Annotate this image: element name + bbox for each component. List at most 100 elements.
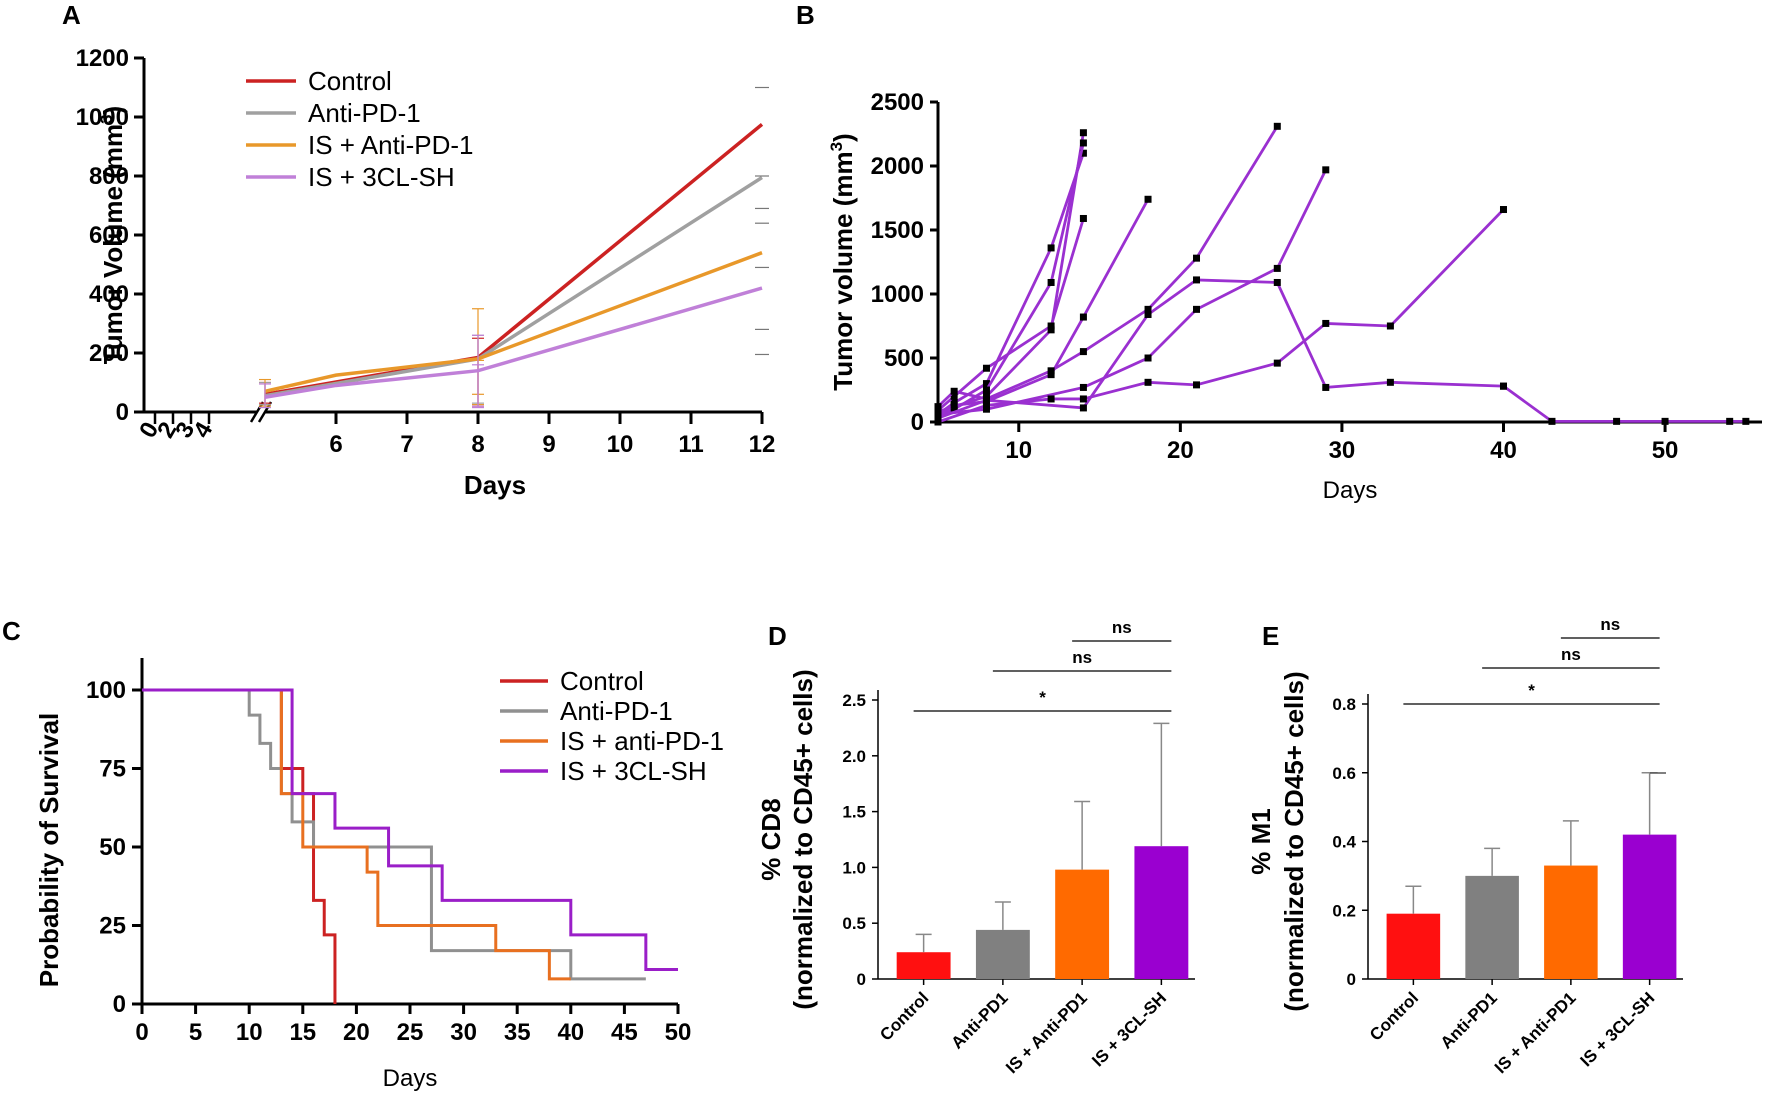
data-point-marker [934, 403, 942, 411]
y-axis-label-text: Tumor volume (mm [828, 151, 858, 390]
data-point-marker [1386, 322, 1394, 330]
x-axis-label: Days [383, 1065, 438, 1092]
data-point-marker [982, 396, 990, 404]
y-axis-label: Tumor volume (mm3) [827, 133, 858, 390]
y-tick-label: 0.5 [842, 914, 866, 933]
x-tick-label: 10 [1005, 437, 1032, 464]
bar-is-anti-pd1 [1055, 869, 1110, 979]
significance-label: ns [1561, 645, 1581, 664]
x-tick-label: 7 [400, 431, 413, 458]
y-tick-label: 2500 [871, 89, 924, 116]
significance-label: * [1528, 681, 1535, 700]
data-point-marker [1047, 244, 1055, 252]
data-point-marker [1047, 322, 1055, 330]
data-point-marker [1613, 417, 1621, 425]
legend-label-is-3cl-sh: IS + 3CL-SH [308, 162, 455, 192]
data-point-marker [934, 406, 942, 414]
x-tick-label: 10 [236, 1019, 263, 1046]
y-tick-label: 25 [99, 913, 126, 940]
y-axis-label-secondary: (normalized to CD45+ cells) [788, 669, 818, 1009]
x-tick-label: 40 [1490, 437, 1517, 464]
significance-label: * [1039, 688, 1046, 707]
data-point-marker [950, 387, 958, 395]
y-axis-label: Probability of Survival [34, 713, 64, 988]
y-tick-label: 75 [99, 756, 126, 783]
data-point-marker [1193, 254, 1201, 262]
data-point-marker [934, 414, 942, 422]
data-point-marker [1742, 417, 1750, 425]
data-point-marker [1144, 195, 1152, 203]
data-point-marker [1273, 122, 1281, 130]
y-tick-label: 800 [89, 163, 129, 190]
data-point-marker [1144, 310, 1152, 318]
legend-label-is-anti-pd-1: IS + Anti-PD-1 [308, 130, 473, 160]
y-tick-label: 1.0 [842, 858, 866, 877]
y-tick-label: 0 [116, 399, 129, 426]
panel-d-cd8-bar-chart: 0 0.5 1.0 1.5 2.0 2.5 % CD8 (normalized to CD45… [756, 618, 1195, 1077]
tumor-line-mouse-2 [937, 152, 1085, 416]
legend-label-is-3cl-sh: IS + 3CL-SH [560, 756, 707, 786]
x-tick-label: 8 [471, 431, 484, 458]
tumor-line-mouse-8 [937, 278, 1504, 420]
y-tick-label: 0.4 [1332, 833, 1356, 852]
y-axis-label-superscript: 3 [97, 114, 116, 123]
y-tick-label: 2.5 [842, 691, 866, 710]
x-tick-label-control: Control [1366, 988, 1422, 1044]
x-axis-label: Days [1323, 477, 1378, 504]
significance-label: ns [1112, 618, 1132, 637]
data-point-marker [1322, 166, 1330, 174]
significance-label: ns [1600, 615, 1620, 634]
y-tick-label: 2000 [871, 153, 924, 180]
y-axis-label: % CD8 [756, 798, 786, 880]
data-point-marker [1144, 305, 1152, 313]
y-axis-label: % M1 [1246, 808, 1276, 874]
panel-c-survival-chart: 0 25 50 75 100 0 5 10 15 20 25 30 35 40 45 50 Days Probab… [34, 658, 724, 1092]
x-tick-label: 11 [678, 431, 703, 458]
x-tick-label-anti-pd1: Anti-PD1 [1437, 988, 1501, 1052]
data-point-marker [1079, 139, 1087, 147]
axis-break-mark [249, 401, 265, 423]
y-tick-label: 0 [1347, 970, 1356, 989]
data-point-marker [1079, 383, 1087, 391]
y-tick-label: 0.2 [1332, 901, 1356, 920]
data-point-marker [1499, 382, 1507, 390]
data-point-marker [982, 380, 990, 388]
data-point-marker [982, 405, 990, 413]
survival-curve-is-3cl-sh [142, 688, 678, 971]
bar-is-3cl-sh [1134, 846, 1189, 979]
y-axis-label-superscript: 3 [827, 142, 846, 151]
data-point-marker [1322, 383, 1330, 391]
data-point-marker [1144, 378, 1152, 386]
y-tick-label: 2.0 [842, 747, 866, 766]
data-point-marker [1079, 348, 1087, 356]
y-axis-label-text: Tumor Volume (mm [98, 124, 128, 364]
panel-b-individual-tumor-chart: 0 500 1000 1500 2000 2500 10 20 30 40 50 Days Tumor … [827, 89, 1762, 504]
data-point-marker [1193, 381, 1201, 389]
x-tick-label-is-anti-pd1: IS + Anti-PD1 [1491, 988, 1580, 1077]
legend-label-anti-pd-1: Anti-PD-1 [560, 696, 673, 726]
x-tick-label: 5 [189, 1019, 202, 1046]
bar-control [1386, 913, 1441, 979]
data-point-marker [1144, 354, 1152, 362]
y-axis-label-text: ) [98, 106, 128, 115]
y-tick-label: 0 [113, 991, 126, 1018]
data-point-marker [982, 386, 990, 394]
data-point-marker [1499, 206, 1507, 214]
data-point-marker [1047, 326, 1055, 334]
data-point-marker [1079, 313, 1087, 321]
tumor-line-mouse-9 [937, 208, 1505, 424]
y-tick-label: 400 [89, 281, 129, 308]
x-tick-label: 25 [397, 1019, 424, 1046]
x-tick-label: 20 [1167, 437, 1194, 464]
data-point-marker [1079, 129, 1087, 137]
data-point-marker [1047, 371, 1055, 379]
panel-label-d: D [768, 621, 787, 651]
x-tick-label: 15 [289, 1019, 316, 1046]
x-tick-label-is-3cl-sh: IS + 3CL-SH [1088, 988, 1170, 1070]
data-point-marker [1273, 359, 1281, 367]
panel-label-b: B [796, 0, 815, 30]
survival-curve-is-anti-pd-1 [142, 688, 571, 981]
y-tick-label: 50 [99, 834, 126, 861]
y-tick-label: 0 [911, 409, 924, 436]
